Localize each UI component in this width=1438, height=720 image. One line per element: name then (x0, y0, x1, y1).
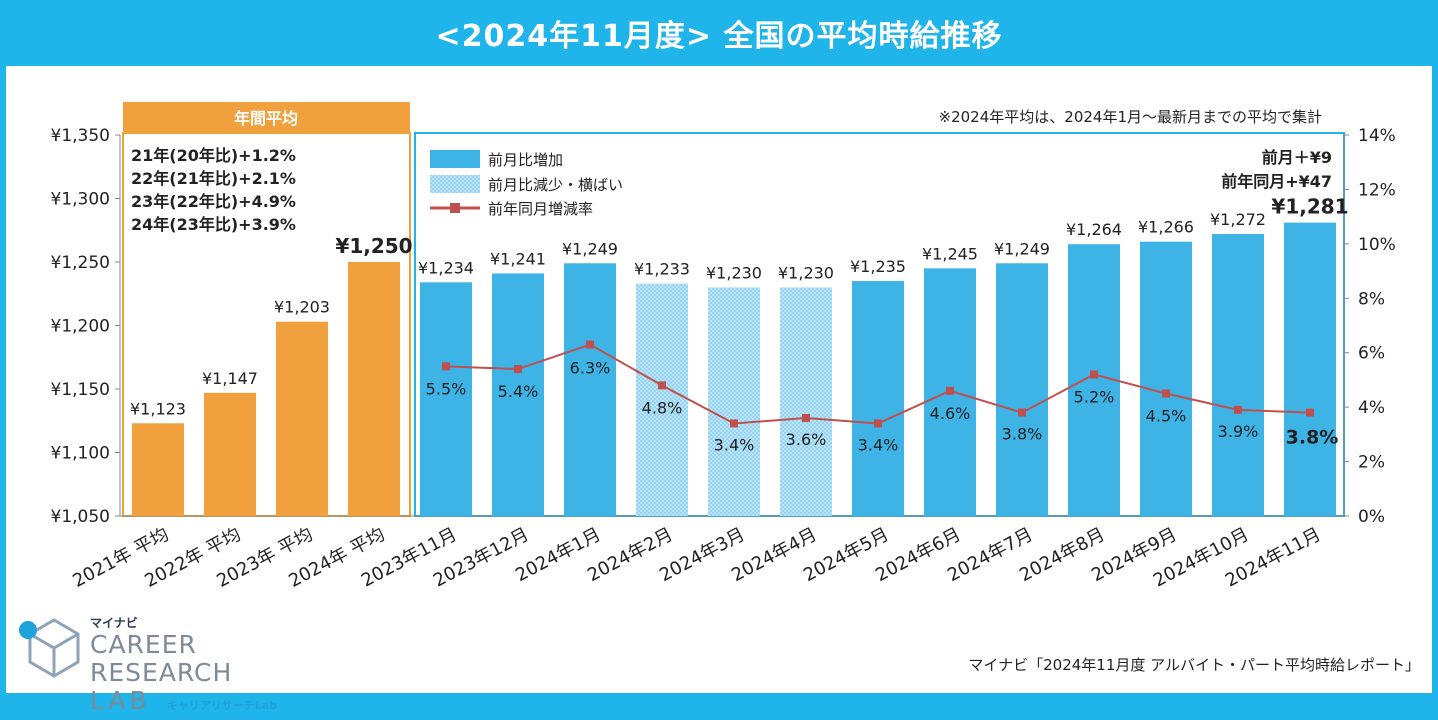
yoy-rate-point (730, 419, 738, 428)
bar-value-label: ¥1,266 (1138, 218, 1194, 237)
yoy-rate-point (586, 340, 594, 349)
bar (636, 283, 688, 516)
legend-swatch-decrease (430, 175, 480, 193)
legend-marker-yoy (450, 203, 460, 213)
y-tick-label: ¥1,300 (51, 190, 110, 210)
bar-value-label: ¥1,249 (994, 239, 1050, 258)
y2-tick-label: 10% (1358, 235, 1396, 255)
yoy-rate-point (514, 365, 522, 374)
yoy-rate-point (658, 381, 666, 390)
bar (564, 263, 616, 516)
bar-value-label: ¥1,281 (1271, 195, 1348, 219)
bar-value-label: ¥1,233 (634, 260, 690, 279)
bar (204, 392, 256, 516)
bar (420, 282, 472, 516)
bar (1212, 234, 1264, 516)
yoy-rate-point (802, 414, 810, 423)
yoy-rate-label: 6.3% (570, 359, 611, 378)
bar-value-label: ¥1,230 (778, 263, 834, 282)
yoy-rate-label: 4.6% (930, 404, 971, 423)
bar-value-label: ¥1,264 (1066, 220, 1122, 239)
bar-value-label: ¥1,235 (850, 257, 906, 276)
bar-value-label: ¥1,241 (490, 249, 546, 268)
annual-box-title: 年間平均 (234, 109, 298, 128)
y2-tick-label: 12% (1358, 180, 1396, 200)
annual-box-header (123, 102, 410, 133)
logo-sub: キャリアリサーチLab (166, 699, 278, 712)
yoy-rate-label: 4.5% (1146, 407, 1187, 426)
bar (1068, 244, 1120, 516)
bar-value-label: ¥1,203 (274, 298, 330, 317)
y-tick-label: ¥1,350 (51, 126, 110, 146)
bar (708, 287, 760, 516)
yoy-rate-label: 3.8% (1286, 427, 1339, 449)
bar (996, 263, 1048, 516)
legend-label-increase: 前月比増加 (488, 151, 563, 169)
bar-value-label: ¥1,272 (1210, 210, 1266, 229)
yoy-rate-point (946, 386, 954, 395)
yoy-rate-label: 3.4% (714, 435, 755, 454)
y2-tick-label: 8% (1358, 289, 1385, 309)
yoy-rate-label: 5.4% (498, 382, 539, 401)
latest-yoy-change: 前年同月+¥47 (1221, 172, 1332, 191)
yoy-rate-point (1018, 408, 1026, 417)
yoy-rate-point (442, 362, 450, 371)
average-note: ※2024年平均は、2024年1月～最新月までの平均で集計 (939, 108, 1322, 126)
yoy-rate-point (1090, 370, 1098, 379)
y2-tick-label: 14% (1358, 126, 1396, 146)
yoy-rate-point (874, 419, 882, 428)
bar-value-label: ¥1,230 (706, 263, 762, 282)
bar-value-label: ¥1,147 (202, 369, 258, 388)
legend-label-decrease: 前月比減少・横ばい (488, 176, 623, 194)
logo-brand: マイナビ (90, 616, 138, 630)
bar-value-label: ¥1,123 (130, 399, 186, 418)
yoy-rate-label: 5.2% (1074, 387, 1115, 406)
y2-tick-label: 0% (1358, 507, 1385, 527)
bar-value-label: ¥1,250 (335, 234, 412, 258)
yoy-rate-point (1162, 389, 1170, 398)
bar-value-label: ¥1,234 (418, 258, 474, 277)
bar-value-label: ¥1,245 (922, 244, 978, 263)
bar (276, 321, 328, 516)
bar-value-label: ¥1,249 (562, 239, 618, 258)
chart-title: <2024年11月度> 全国の平均時給推移 (435, 19, 1003, 54)
y2-tick-label: 6% (1358, 344, 1385, 364)
y2-tick-label: 2% (1358, 453, 1385, 473)
yoy-rate-label: 3.9% (1218, 422, 1259, 441)
yoy-rate-point (1234, 405, 1242, 414)
yoy-rate-label: 4.8% (642, 398, 683, 417)
latest-mom-change: 前月＋¥9 (1262, 148, 1332, 167)
yoy-rate-label: 3.4% (858, 435, 899, 454)
y-tick-label: ¥1,250 (51, 253, 110, 273)
y-tick-label: ¥1,200 (51, 317, 110, 337)
legend-swatch-increase (430, 150, 480, 168)
yoy-rate-label: 3.6% (786, 430, 827, 449)
bar (1140, 241, 1192, 516)
y-tick-label: ¥1,050 (51, 507, 110, 527)
yoy-rate-label: 3.8% (1002, 425, 1043, 444)
bar (780, 287, 832, 516)
logo-line2: LAB (90, 686, 151, 715)
bar (132, 423, 184, 516)
logo-line1: CAREER RESEARCH (90, 630, 233, 687)
bar (1284, 222, 1336, 516)
annual-growth-line: 23年(22年比)+4.9% (131, 192, 296, 211)
bar (852, 281, 904, 516)
career-research-lab-logo: マイナビ CAREER RESEARCH LAB キャリアリサーチLab (14, 610, 334, 715)
source-note: マイナビ「2024年11月度 アルバイト・パート平均時給レポート」 (968, 656, 1420, 674)
y-tick-label: ¥1,100 (51, 444, 110, 464)
cube-logo-icon (19, 618, 80, 678)
yoy-rate-point (1306, 408, 1314, 417)
annual-growth-line: 22年(21年比)+2.1% (131, 169, 296, 188)
annual-growth-line: 21年(20年比)+1.2% (131, 146, 296, 165)
bar (492, 273, 544, 516)
y-tick-label: ¥1,150 (51, 380, 110, 400)
y2-tick-label: 4% (1358, 398, 1385, 418)
bar (348, 262, 400, 516)
annual-growth-line: 24年(23年比)+3.9% (131, 215, 296, 234)
legend-label-yoy: 前年同月増減率 (488, 200, 593, 218)
chart: 年間平均 ※2024年平均は、2024年1月～最新月までの平均で集計 ¥1,050… (51, 102, 1396, 592)
yoy-rate-label: 5.5% (426, 379, 467, 398)
